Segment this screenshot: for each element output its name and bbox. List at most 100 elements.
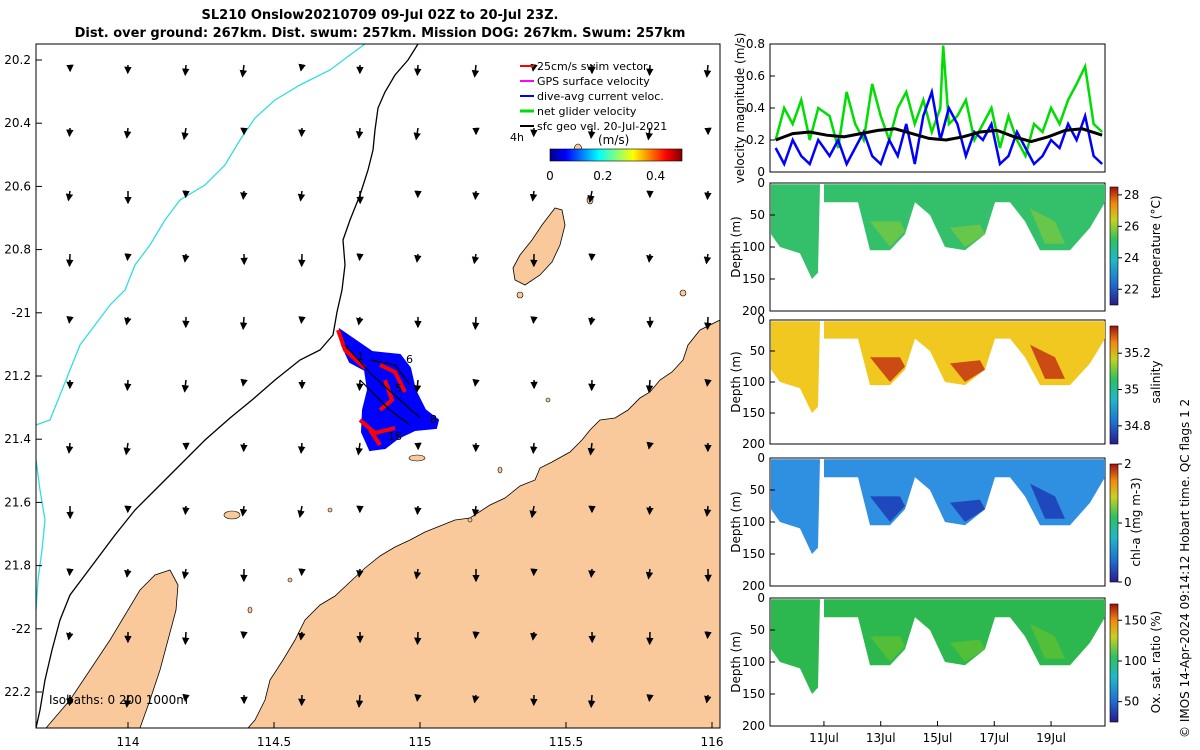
sfc-velocity-arrow [124, 379, 132, 392]
sfc-velocity-arrow [123, 442, 131, 456]
depth-tick-label: 150 [742, 547, 765, 561]
sfc-velocity-arrow [240, 190, 248, 201]
depth-tick-label: 100 [742, 515, 765, 529]
section-fill-area [771, 321, 1105, 413]
sfc-velocity-arrow [297, 190, 306, 202]
oxygen-ylabel: Depth (m) [729, 631, 743, 692]
temperature-ylabel: Depth (m) [729, 216, 743, 277]
salinity-colorbar-label: salinity [1149, 360, 1163, 403]
salinity-ylabel: Depth (m) [729, 351, 743, 412]
svg-text:GPS surface velocity: GPS surface velocity [537, 75, 650, 88]
depth-tick-label: 150 [742, 687, 765, 701]
surface-velocity-field [65, 63, 712, 709]
sfc-velocity-arrow [587, 694, 596, 709]
map-lat-tick-label: 21.8 [4, 559, 31, 573]
map-lat-tick-label: 20.8 [4, 243, 31, 257]
imos-stamp: © IMOS 14-Apr-2024 09:14:12 Hobart time.… [1178, 398, 1192, 738]
legend-net-glider-velocity: net glider velocity [520, 105, 637, 118]
sfc-velocity-arrow [703, 505, 712, 517]
svg-text:sfc geo vel. 20-Jul-2021: sfc geo vel. 20-Jul-2021 [537, 120, 667, 133]
sfc-velocity-arrow [414, 253, 422, 263]
depth-tick-label: 200 [742, 719, 765, 733]
velocity-y-tick-label: 0.2 [746, 133, 765, 147]
sfc-velocity-arrow [355, 127, 364, 139]
chla-colorbar-label: chl-a (mg m-3) [1129, 477, 1143, 566]
velocity-y-tick-label: 0 [757, 165, 765, 179]
sfc-velocity-arrow [704, 694, 712, 704]
sfc-velocity-arrow [645, 568, 654, 580]
sfc-velocity-arrow [124, 568, 132, 578]
depth-tick-label: 50 [750, 208, 765, 222]
sfc-velocity-arrow [529, 505, 537, 519]
map-lat-tick-label: -21 [11, 306, 31, 320]
colorbar-tick-label: 24 [1124, 251, 1139, 265]
sfc-velocity-arrow [66, 631, 74, 641]
colorbar-tick-label: 34.8 [1124, 419, 1151, 433]
land-mainland [247, 319, 720, 728]
sfc-velocity-arrow [472, 378, 480, 387]
section-feature-band [870, 483, 1065, 522]
chla-panel: 0 50 100 150 200 Depth (m) 0 1 2 chl-a (mg m-3… [729, 451, 1143, 593]
sfc-velocity-arrow [413, 127, 421, 141]
sfc-velocity-arrow [239, 64, 248, 78]
sfc-velocity-arrow [529, 442, 538, 455]
oxygen-colorbar-ticks: 50 100 150 [1118, 613, 1147, 709]
depth-tick-label: 100 [742, 375, 765, 389]
sfc-velocity-arrow [66, 315, 74, 324]
speed-colorbar-tick-label: 0 [546, 169, 554, 183]
sfc-velocity-arrow [123, 694, 132, 708]
figure-title-line2: Dist. over ground: 267km. Dist. swum: 25… [74, 26, 686, 41]
sfc-velocity-arrow [472, 631, 480, 640]
colorbar-tick-label: 28 [1124, 188, 1139, 202]
depth-tick-label: 50 [750, 483, 765, 497]
day-marker: 5 [395, 382, 402, 395]
salinity-section-fill [771, 321, 1105, 413]
sfc-velocity-arrow [646, 441, 654, 450]
velocity-ylabel: velocity magnitude (m/s) [733, 33, 747, 184]
colorbar-tick-label: 100 [1124, 654, 1147, 668]
sfc-velocity-arrow [587, 127, 596, 139]
speed-colorbar-ticks: 0 0.2 0.4 [546, 169, 665, 183]
map-lon-tick-label: 114.5 [257, 735, 291, 749]
sfc-velocity-arrow [529, 190, 538, 202]
day-marker: 1 [357, 350, 364, 363]
depth-tick-label: 100 [742, 655, 765, 669]
chla-colorbar [1109, 463, 1119, 583]
sfc-velocity-arrow [471, 64, 480, 78]
velocity-series [774, 45, 1104, 168]
isobaths-label: Isobaths: 0 200 1000m [49, 693, 188, 707]
depth-tick-label: 0 [757, 591, 765, 605]
velocity-y-tick-label: 0.6 [746, 69, 765, 83]
velocity-series-line [775, 127, 1103, 144]
map-lat-tick-label: 20.4 [4, 116, 31, 130]
velocity-series-line [774, 45, 1104, 160]
sfc-velocity-arrow [530, 631, 538, 641]
sfc-velocity-arrow [65, 190, 74, 202]
depth-tick-label: 100 [742, 240, 765, 254]
sfc-velocity-arrow [414, 693, 422, 702]
sfc-velocity-arrow [181, 568, 190, 580]
map-lat-tick-label: 22.2 [4, 685, 31, 699]
sfc-velocity-arrow [181, 64, 190, 77]
map-lat-tick-label: 21.4 [4, 432, 31, 446]
sfc-velocity-arrow [646, 694, 654, 702]
map-lon-tick-label: 115.5 [549, 735, 583, 749]
sfc-velocity-arrow [297, 505, 305, 519]
colorbar-tick-label: 2 [1124, 457, 1132, 471]
temperature-colorbar [1109, 186, 1119, 306]
sfc-velocity-arrow [66, 253, 74, 268]
depth-tick-label: 50 [750, 344, 765, 358]
day-marker: 18 [388, 430, 402, 443]
colorbar-tick-label: 35.2 [1124, 346, 1151, 360]
sfc-velocity-arrow [355, 694, 364, 708]
depth-tick-label: 150 [742, 272, 765, 286]
svg-text:net glider velocity: net glider velocity [537, 105, 637, 118]
sfc-velocity-arrow [645, 127, 653, 141]
sfc-velocity-arrow [239, 505, 248, 517]
time-tick-label: 13Jul [866, 731, 896, 745]
colorbar-tick-label: 50 [1124, 695, 1139, 709]
sfc-velocity-arrow [65, 442, 74, 454]
map-lat-ticks: 20.2 20.4 20.6 20.8 -21 21.2 21.4 21.6 21.8 -22 22… [4, 53, 42, 699]
section-fill-area [771, 459, 1105, 554]
